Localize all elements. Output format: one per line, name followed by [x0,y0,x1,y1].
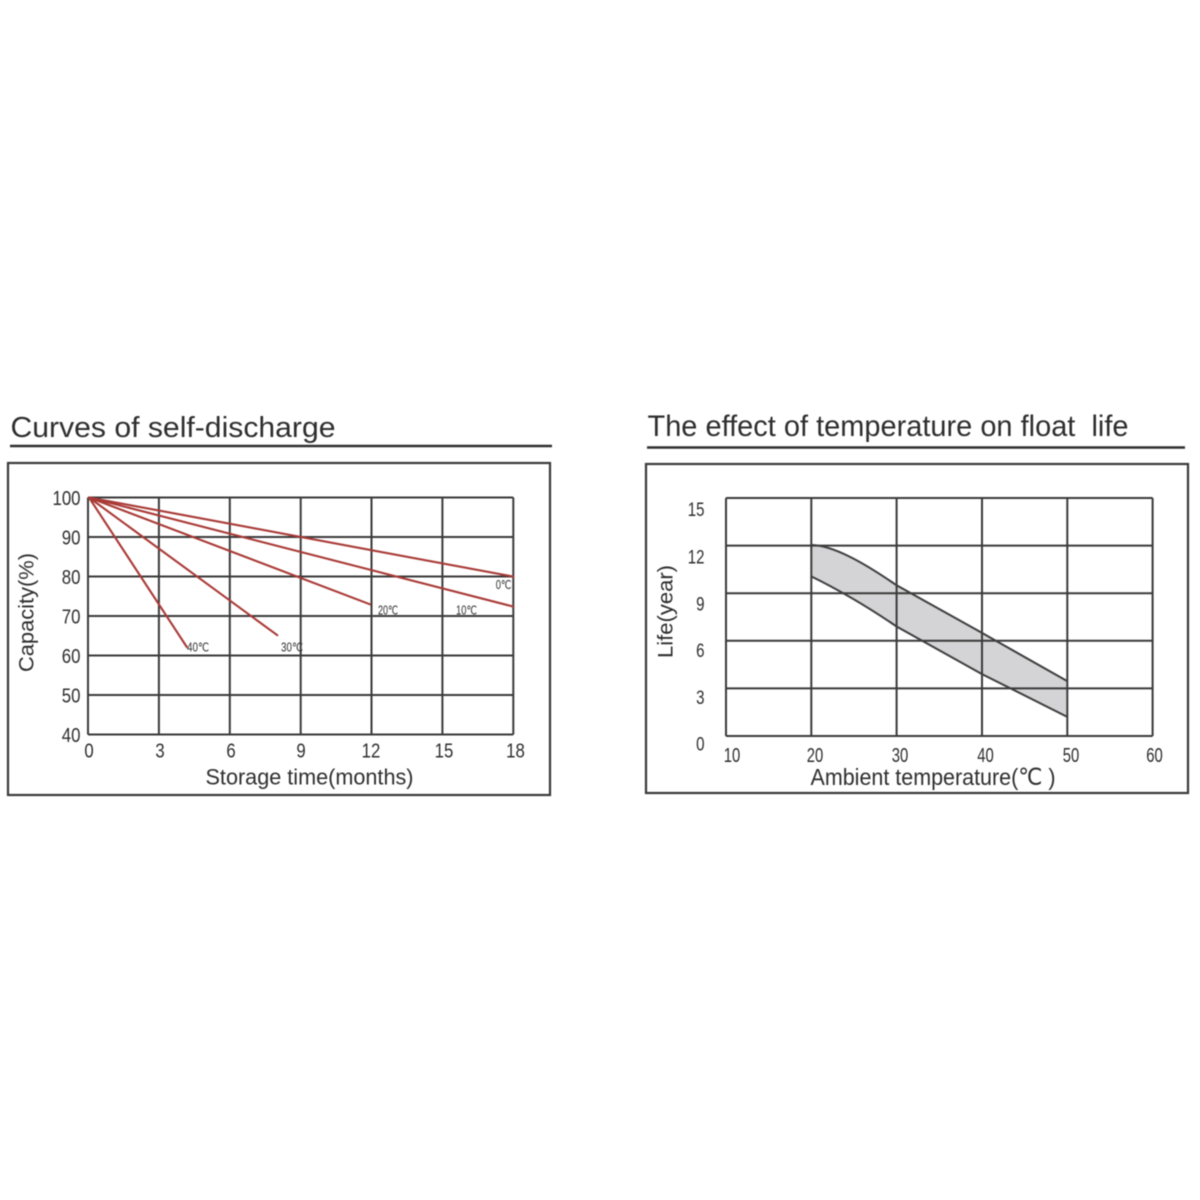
svg-text:Life(year): Life(year) [655,565,678,658]
svg-text:40: 40 [62,724,81,747]
svg-text:12: 12 [688,547,705,569]
svg-text:18: 18 [506,740,525,763]
svg-text:10℃: 10℃ [456,604,477,618]
svg-text:0℃: 0℃ [496,578,512,592]
svg-text:20℃: 20℃ [378,604,398,618]
svg-text:0: 0 [696,734,705,756]
svg-text:3: 3 [155,740,164,763]
svg-text:90: 90 [62,527,81,550]
svg-text:10: 10 [724,745,741,767]
svg-text:The effect of temperature on f: The effect of temperature on float life [648,410,1129,443]
svg-text:50: 50 [62,685,81,708]
svg-text:9: 9 [696,594,704,616]
svg-text:100: 100 [53,487,81,510]
svg-text:60: 60 [1146,745,1163,767]
svg-text:Capacity(%): Capacity(%) [15,553,39,672]
svg-text:80: 80 [62,566,81,589]
svg-text:70: 70 [62,606,81,629]
svg-text:0: 0 [84,740,93,763]
svg-text:30: 30 [892,745,909,767]
svg-text:9: 9 [296,740,305,763]
svg-text:15: 15 [688,499,705,521]
svg-text:6: 6 [226,740,235,763]
svg-text:Curves of self-discharge: Curves of self-discharge [11,412,336,444]
svg-text:15: 15 [435,740,454,763]
svg-text:Ambient temperature(℃ ): Ambient temperature(℃ ) [811,764,1056,790]
svg-text:Storage time(months): Storage time(months) [206,765,414,790]
svg-text:50: 50 [1063,745,1080,767]
svg-text:12: 12 [362,740,381,763]
svg-text:30℃: 30℃ [281,641,303,655]
svg-text:60: 60 [62,645,81,668]
svg-text:40: 40 [977,745,994,767]
svg-text:3: 3 [696,687,704,709]
svg-text:20: 20 [807,745,824,767]
svg-text:6: 6 [696,640,704,662]
svg-text:40℃: 40℃ [187,641,209,655]
